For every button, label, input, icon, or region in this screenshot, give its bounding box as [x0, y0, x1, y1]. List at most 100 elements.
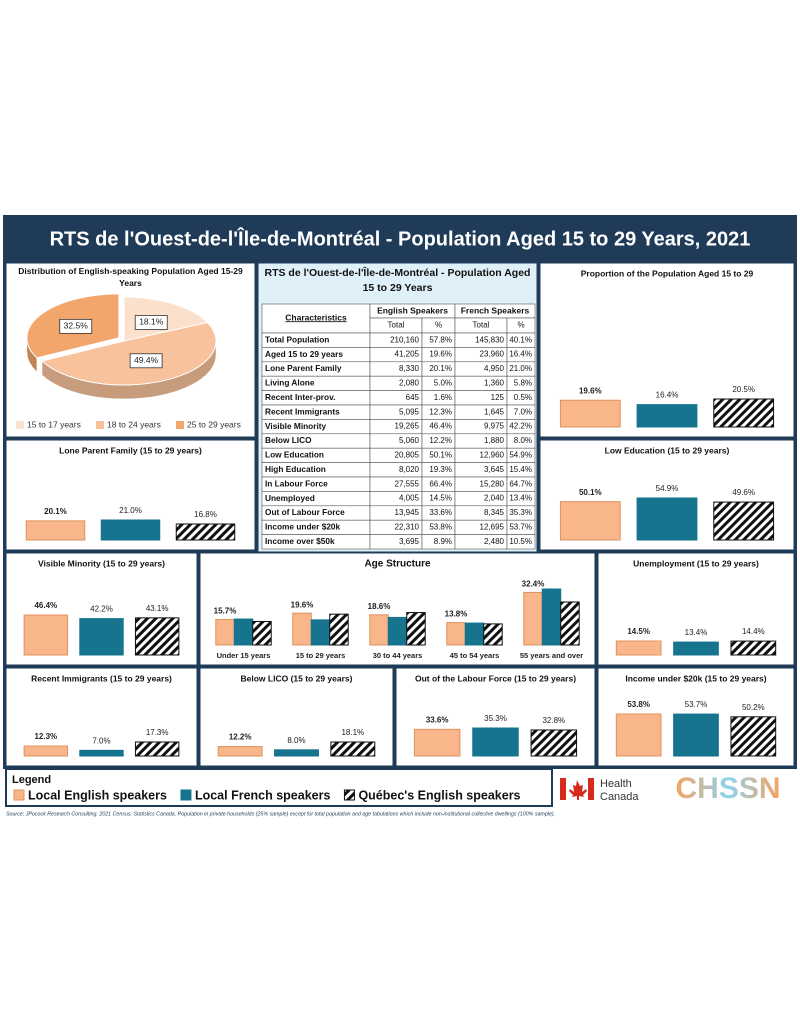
bar	[559, 399, 621, 428]
table-value: 1,360	[484, 379, 505, 388]
logo-text: Health	[600, 778, 632, 790]
table-value: 8.9%	[434, 537, 452, 546]
table-value: 19.6%	[429, 350, 452, 359]
x-tick-label: Under 15 years	[217, 651, 271, 660]
table-value: 20,805	[395, 451, 420, 460]
value-label: 16.4%	[656, 391, 679, 400]
bar	[446, 622, 466, 646]
bar	[329, 613, 349, 646]
bar	[25, 520, 86, 541]
value-label: 13.4%	[685, 628, 708, 637]
value-label: 20.1%	[44, 507, 67, 516]
table-value: 23,960	[480, 350, 505, 359]
value-label: 53.7%	[685, 700, 708, 709]
legend-label: Québec's English speakers	[358, 788, 520, 802]
legend-swatch	[180, 789, 192, 801]
legend-label: Local English speakers	[28, 788, 167, 802]
table-value: 5.0%	[434, 379, 452, 388]
table-row-label: Unemployed	[265, 493, 315, 503]
legend-label: 25 to 29 years	[187, 419, 241, 429]
bar	[369, 614, 389, 646]
legend-title: Legend	[12, 774, 51, 786]
table-row-label: Low Education	[265, 450, 324, 460]
bar	[560, 601, 580, 646]
table-value: 50.1%	[429, 451, 452, 460]
panel-title: Age Structure	[364, 559, 431, 570]
value-label: 13.8%	[445, 610, 468, 619]
bar	[215, 619, 235, 646]
source: Source: JPocock Research Consulting. 202…	[6, 811, 555, 817]
value-label: 50.2%	[742, 703, 765, 712]
value-label: 19.6%	[579, 386, 602, 395]
table-value: 145,830	[475, 335, 504, 344]
panel-title: Distribution of English-speaking Populat…	[18, 266, 243, 289]
bar	[636, 404, 698, 428]
legend-box	[5, 768, 553, 807]
table-value: 210,160	[390, 335, 419, 344]
value-label: 49.6%	[732, 488, 755, 497]
table-header: English Speakers	[377, 305, 448, 315]
chssn-logo: CHSSN	[675, 772, 780, 805]
panel-title: Low Education (15 to 29 years)	[605, 445, 730, 455]
bar	[23, 745, 69, 757]
table-value: 57.8%	[429, 335, 452, 344]
table-value: 35.3%	[509, 508, 532, 517]
value-label: 43.1%	[146, 604, 169, 613]
table-value: 14.5%	[429, 494, 452, 503]
table-row-label: Income over $50k	[265, 536, 335, 546]
table-value: 10.5%	[509, 537, 532, 546]
x-tick-label: 15 to 29 years	[296, 651, 346, 660]
value-label: 54.9%	[656, 484, 679, 493]
bar	[523, 591, 543, 646]
table-row-label: Lone Parent Family	[265, 363, 342, 373]
bar	[79, 618, 124, 656]
bar	[406, 612, 426, 646]
table-row-label: High Education	[265, 464, 326, 474]
page-title: RTS de l'Ouest-de-l'Île-de-Montréal - Po…	[50, 226, 751, 250]
value-label: 35.3%	[484, 714, 507, 723]
table-value: 20.1%	[429, 364, 452, 373]
bar	[134, 617, 180, 656]
table-value: 12,695	[480, 523, 505, 532]
value-label: 32.5%	[64, 321, 89, 331]
x-tick-label: 30 to 44 years	[373, 651, 423, 660]
table-value: 5,095	[399, 407, 420, 416]
bar	[79, 749, 124, 757]
value-label: 49.4%	[134, 355, 159, 365]
table-value: 12,960	[480, 451, 505, 460]
table-value: 12.3%	[429, 407, 452, 416]
label-box	[129, 353, 163, 369]
bar	[100, 519, 161, 541]
bar	[730, 640, 777, 656]
table-value: 2,480	[484, 537, 505, 546]
table-row-label: Visible Minority	[265, 421, 327, 431]
table-value: 66.4%	[429, 479, 452, 488]
legend-label: 15 to 17 years	[27, 419, 81, 429]
value-label: 33.6%	[426, 715, 449, 724]
table-subheader: Total	[388, 321, 405, 330]
legend-swatch	[16, 421, 24, 429]
table-value: 1,645	[484, 407, 505, 416]
table-value: 3,695	[399, 537, 420, 546]
bar	[330, 741, 376, 757]
table-value: 8,020	[399, 465, 420, 474]
label-box	[134, 315, 168, 330]
table-value: 125	[491, 393, 505, 402]
table-value: 8,345	[484, 508, 505, 517]
value-label: 32.8%	[542, 716, 565, 725]
table-value: 8.0%	[514, 436, 532, 445]
table-value: 13,945	[395, 508, 420, 517]
bar	[636, 497, 698, 541]
bar	[233, 618, 254, 646]
table-value: 15.4%	[509, 465, 532, 474]
table-row-label: Recent Inter-prov.	[265, 392, 335, 402]
table-value: 53.8%	[429, 523, 452, 532]
table-value: 19.3%	[429, 465, 452, 474]
legend-swatch	[343, 789, 355, 801]
label-box	[59, 318, 93, 334]
bar	[23, 614, 69, 656]
table-value: 1,880	[484, 436, 505, 445]
bar	[292, 612, 312, 646]
bar	[483, 623, 503, 646]
value-label: 18.1%	[341, 728, 364, 737]
